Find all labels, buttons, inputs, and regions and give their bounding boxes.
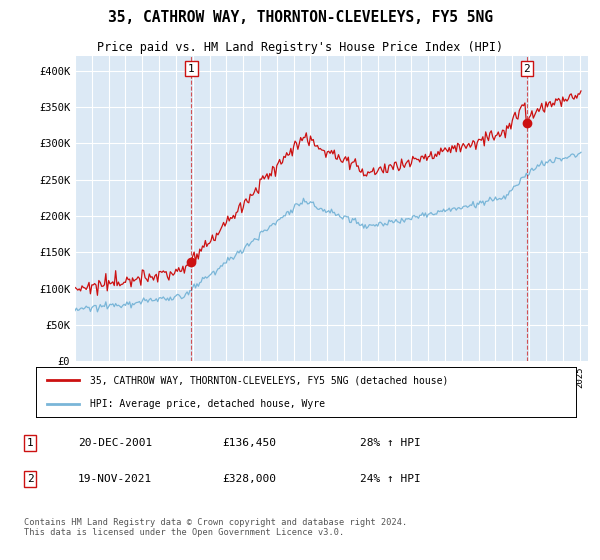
Text: 28% ↑ HPI: 28% ↑ HPI [360,438,421,448]
Text: 20-DEC-2001: 20-DEC-2001 [78,438,152,448]
Text: 35, CATHROW WAY, THORNTON-CLEVELEYS, FY5 5NG: 35, CATHROW WAY, THORNTON-CLEVELEYS, FY5… [107,11,493,25]
Text: 24% ↑ HPI: 24% ↑ HPI [360,474,421,484]
Text: £328,000: £328,000 [222,474,276,484]
Text: Price paid vs. HM Land Registry's House Price Index (HPI): Price paid vs. HM Land Registry's House … [97,41,503,54]
Text: 35, CATHROW WAY, THORNTON-CLEVELEYS, FY5 5NG (detached house): 35, CATHROW WAY, THORNTON-CLEVELEYS, FY5… [90,375,448,385]
Text: 2: 2 [26,474,34,484]
Text: 2: 2 [524,64,530,73]
Text: Contains HM Land Registry data © Crown copyright and database right 2024.
This d: Contains HM Land Registry data © Crown c… [24,518,407,538]
Text: 1: 1 [188,64,195,73]
Text: 19-NOV-2021: 19-NOV-2021 [78,474,152,484]
Text: £136,450: £136,450 [222,438,276,448]
Text: HPI: Average price, detached house, Wyre: HPI: Average price, detached house, Wyre [90,399,325,409]
Text: 1: 1 [26,438,34,448]
